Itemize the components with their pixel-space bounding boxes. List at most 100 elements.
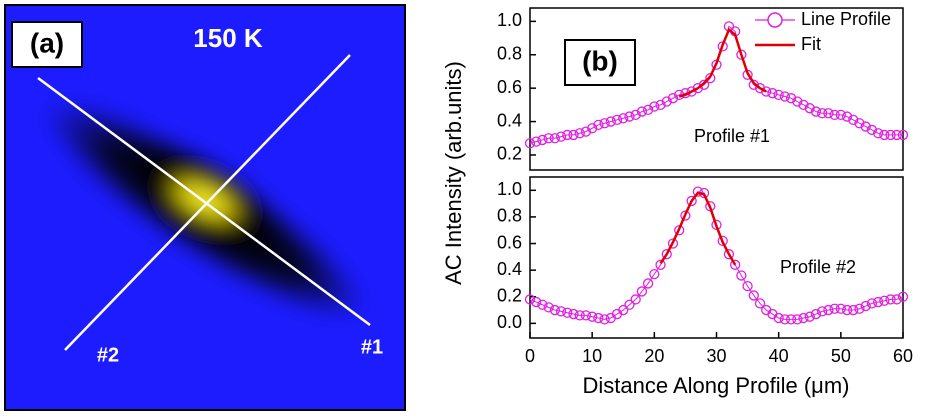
data-point [655,259,666,270]
data-point [667,238,679,249]
data-point [897,129,909,141]
plot-frame [529,7,904,171]
y-tick-label: 0.6 [497,77,522,97]
data-point [829,303,840,314]
data-point [804,103,815,114]
data-point [897,291,909,302]
data-point [804,311,815,322]
data-point [779,314,791,325]
data-point [798,312,809,324]
legend-label: Fit [801,34,821,54]
y-tick-label: 0.8 [497,44,522,64]
data-point [680,210,691,221]
y-tick-label: 0.6 [497,232,522,252]
data-point [580,310,592,321]
data-point [885,294,896,305]
data-point [792,314,803,325]
x-tick-label: 20 [644,346,664,366]
data-point [611,114,623,126]
data-point [649,268,660,280]
data-point [524,138,536,149]
data-point [872,296,884,308]
data-point [587,123,598,134]
y-tick-label: 0.0 [497,312,522,332]
line-label: #1 [361,336,383,358]
data-point [823,108,834,119]
y-tick-label: 1.0 [497,179,522,199]
annotation: Profile #2 [780,257,856,277]
data-point [618,304,629,316]
data-point [773,89,784,100]
data-point [748,79,759,90]
data-point [891,294,902,305]
data-point [736,49,747,60]
x-axis-label: Distance Along Profile (μm) [583,373,850,398]
data-point [854,118,865,129]
data-point [817,108,828,119]
data-point [879,295,890,306]
data-point [543,302,554,313]
data-point [531,136,542,147]
x-tick-label: 30 [706,346,726,366]
data-point [754,83,766,94]
data-point [618,113,629,124]
data-point [562,129,573,141]
data-point [649,101,660,112]
data-point [605,116,616,127]
data-point [562,307,573,318]
data-point [531,296,542,308]
data-point [537,299,548,310]
data-point [835,109,846,121]
data-point [636,286,648,297]
data-point [624,299,635,310]
data-point [866,298,878,309]
data-point [555,306,567,317]
data-point [599,314,610,325]
data-point [630,109,641,121]
y-tick-label: 0.2 [497,286,522,306]
data-point [642,278,654,289]
data-point [549,304,561,316]
data-point [692,186,703,197]
data-point [587,311,598,322]
data-point [537,134,548,146]
data-point [761,86,772,97]
data-point [723,249,735,260]
data-point [593,119,604,131]
y-tick-label: 0.4 [497,110,522,130]
data-point [817,306,828,317]
data-point [655,99,666,111]
data-point [692,83,703,94]
image-title: 150 K [193,23,263,53]
data-point [785,314,797,325]
fit-line [678,27,767,98]
data-point [779,91,791,102]
image-panel: (a) 150 K #1 #2 [4,4,406,411]
line-label: #2 [97,344,119,366]
data-point [593,312,604,324]
data-point [742,280,753,292]
data-point [686,86,697,97]
data-point [568,129,579,141]
panel-label: (a) [30,27,64,58]
data-point [549,133,561,144]
data-point [667,93,679,104]
data-point [823,304,834,316]
data-point [630,294,641,305]
y-tick-label: 0.8 [497,206,522,226]
data-point [810,106,822,117]
data-point [885,129,896,141]
x-tick-label: 50 [831,346,851,366]
y-axis-label: AC Intensity (arb.units) [441,61,466,285]
data-point [574,310,585,321]
data-point [841,304,853,316]
x-tick-label: 60 [893,346,913,366]
data-point [624,111,635,122]
panel-label-box [564,39,636,86]
data-point [599,118,610,129]
x-tick-label: 0 [525,346,535,366]
x-tick-label: 40 [769,346,789,366]
panel-label-box [11,21,83,68]
data-point [661,96,672,107]
